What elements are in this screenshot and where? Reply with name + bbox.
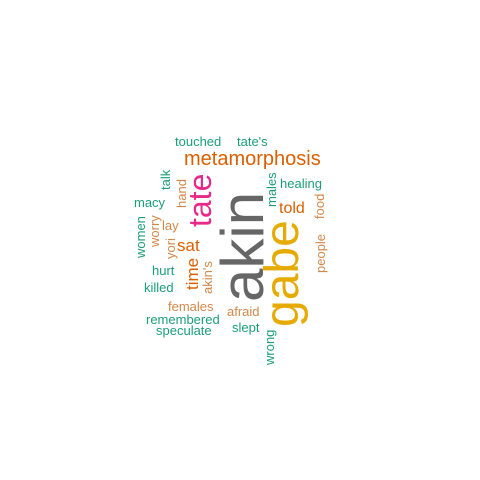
cloud-word: told bbox=[279, 200, 305, 217]
cloud-word: speculate bbox=[156, 323, 212, 338]
cloud-word: remembered bbox=[146, 312, 220, 327]
cloud-word: metamorphosis bbox=[184, 148, 321, 170]
cloud-word: slept bbox=[232, 320, 260, 335]
cloud-word: tate bbox=[182, 174, 218, 227]
cloud-word: worry bbox=[147, 215, 162, 248]
cloud-word: afraid bbox=[227, 304, 260, 319]
cloud-word: food bbox=[312, 194, 327, 219]
cloud-word: lay bbox=[162, 218, 179, 233]
cloud-word: talk bbox=[158, 169, 173, 190]
cloud-word: touched bbox=[175, 134, 221, 149]
cloud-word: healing bbox=[280, 176, 322, 191]
cloud-word: males bbox=[264, 172, 279, 207]
cloud-word: killed bbox=[144, 280, 174, 295]
cloud-word: women bbox=[133, 216, 148, 259]
cloud-word: people bbox=[313, 234, 328, 273]
cloud-word: akin bbox=[209, 192, 276, 302]
cloud-word: sat bbox=[177, 236, 200, 255]
cloud-word: wrong bbox=[262, 330, 277, 366]
cloud-word: akin's bbox=[200, 261, 215, 294]
cloud-word: macy bbox=[134, 195, 166, 210]
cloud-word: hurt bbox=[152, 263, 175, 278]
cloud-word: time bbox=[183, 258, 202, 290]
cloud-word: hand bbox=[174, 179, 189, 208]
cloud-word: yori bbox=[163, 238, 178, 259]
cloud-word: females bbox=[168, 299, 214, 314]
cloud-word: gabe bbox=[256, 220, 309, 327]
cloud-word: tate's bbox=[237, 134, 268, 149]
